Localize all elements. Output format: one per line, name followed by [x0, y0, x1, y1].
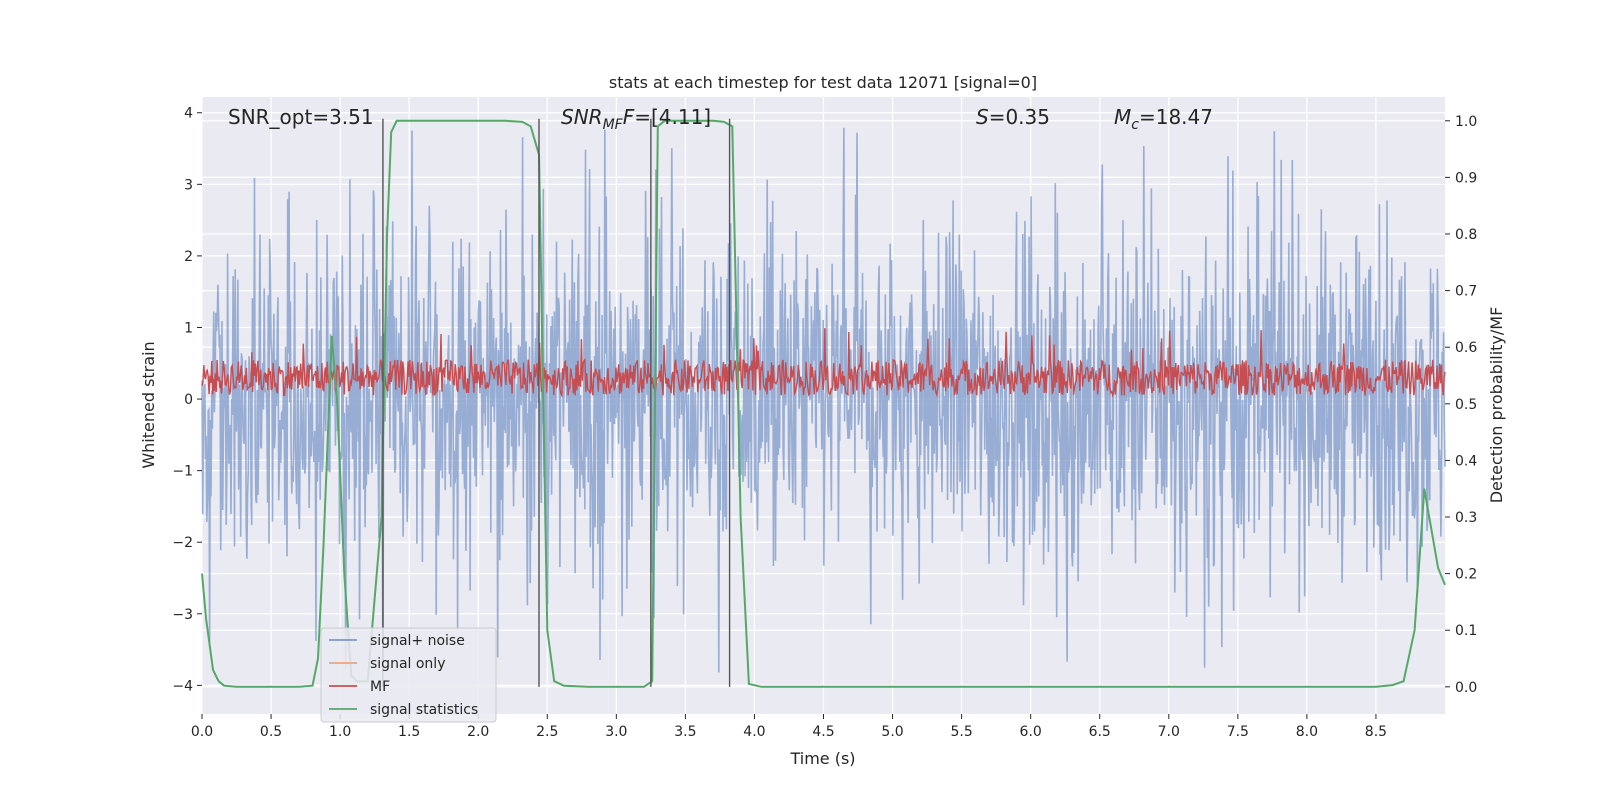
- mc-symbol: M: [1114, 105, 1131, 129]
- chart-title: stats at each timestep for test data 120…: [609, 73, 1037, 92]
- snr-mf-rest: =[4.11]: [634, 105, 711, 129]
- x-tick-label: 7.0: [1158, 724, 1180, 740]
- y-left-tick-label: 0: [184, 392, 193, 408]
- x-tick-label: 4.0: [743, 724, 765, 740]
- x-tick-label: 6.0: [1020, 724, 1042, 740]
- y-right-tick-label: 0.8: [1455, 227, 1477, 243]
- y-right-tick-label: 0.6: [1455, 340, 1477, 356]
- series-signal-statistics-line: [201, 119, 1446, 688]
- vertical-markers: [382, 118, 731, 687]
- y-right-tick-label: 0.2: [1455, 567, 1477, 583]
- annotation-mc: Mc=18.47: [1114, 105, 1213, 133]
- s-value: =0.35: [989, 105, 1050, 129]
- y-left-tick-label: 1: [184, 320, 193, 336]
- snr-mf-main: SNR: [561, 105, 603, 129]
- s-symbol: S: [976, 105, 989, 129]
- axes: 0.0 0.5 1.0 1.5 2.0 2.5 3.0 3.5 4.0 4.5 5.0 5.5 6.0 6…: [172, 106, 1477, 740]
- snr-mf-rest-italic: F: [623, 105, 635, 129]
- mc-sub: c: [1131, 117, 1139, 133]
- x-tick-label: 2.0: [467, 724, 489, 740]
- series-signal-noise-line: [201, 127, 1446, 675]
- y-right-tick-label: 0.5: [1455, 397, 1477, 413]
- y-left-tick-label: −2: [172, 535, 193, 551]
- x-tick-label: 3.5: [674, 724, 696, 740]
- y-left-tick-label: 4: [184, 106, 193, 122]
- series-mf-line: [201, 328, 1446, 398]
- legend-label-signal-noise: signal+ noise: [370, 633, 465, 649]
- x-tick-label: 3.0: [605, 724, 627, 740]
- y-left-tick-label: −1: [172, 464, 193, 480]
- x-tick-label: 1.5: [398, 724, 420, 740]
- y-left-tick-label: −3: [172, 607, 193, 623]
- snr-mf-sub: MF: [603, 117, 624, 133]
- x-tick-label: 6.5: [1089, 724, 1111, 740]
- mc-value: =18.47: [1139, 105, 1213, 129]
- data-layer: [201, 119, 1446, 688]
- y-right-tick-label: 0.4: [1455, 453, 1477, 469]
- y-left-tick-label: 3: [184, 177, 193, 193]
- legend: signal+ noise signal only MF signal stat…: [320, 627, 497, 723]
- x-tick-label: 2.5: [536, 724, 558, 740]
- y-right-tick-label: 0.7: [1455, 284, 1477, 300]
- x-tick-label: 8.0: [1296, 724, 1318, 740]
- annotation-snr-opt: SNR_opt=3.51: [228, 105, 374, 129]
- y-right-tick-label: 0.1: [1455, 623, 1477, 639]
- y-axis-label-left: Whitened strain: [139, 341, 158, 468]
- x-tick-label: 5.5: [950, 724, 972, 740]
- annotation-snr-mf: SNRMFF=[4.11]: [561, 105, 711, 133]
- y-left-tick-label: 2: [184, 249, 193, 265]
- x-axis-label: Time (s): [789, 749, 855, 768]
- x-tick-label: 7.5: [1227, 724, 1249, 740]
- x-tick-label: 4.5: [812, 724, 834, 740]
- annotation-s: S=0.35: [976, 105, 1050, 129]
- y-axis-label-right: Detection probability/MF: [1487, 307, 1506, 504]
- legend-label-mf: MF: [370, 679, 390, 695]
- x-tick-label: 8.5: [1365, 724, 1387, 740]
- y-left-tick-label: −4: [172, 678, 193, 694]
- y-right-tick-label: 1.0: [1455, 114, 1477, 130]
- legend-label-signal-statistics: signal statistics: [370, 702, 478, 718]
- x-tick-label: 1.0: [329, 724, 351, 740]
- y-right-tick-label: 0.0: [1455, 680, 1477, 696]
- y-right-tick-label: 0.9: [1455, 170, 1477, 186]
- x-tick-label: 5.0: [881, 724, 903, 740]
- y-right-tick-label: 0.3: [1455, 510, 1477, 526]
- legend-label-signal-only: signal only: [370, 656, 445, 672]
- x-tick-label: 0.5: [260, 724, 282, 740]
- x-tick-label: 0.0: [191, 724, 213, 740]
- legend-box: [320, 627, 497, 723]
